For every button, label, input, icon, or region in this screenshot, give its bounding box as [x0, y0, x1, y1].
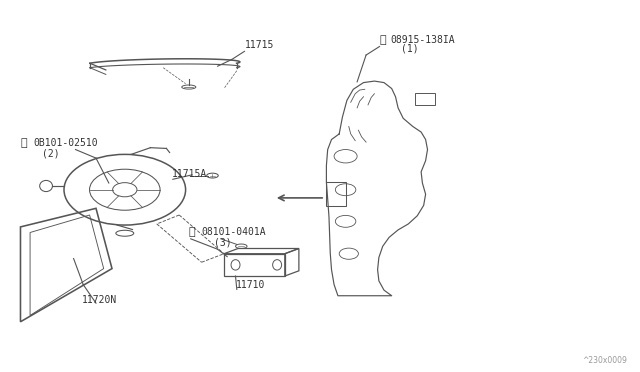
Text: 11715: 11715	[245, 40, 275, 50]
Text: Ⓑ: Ⓑ	[189, 227, 195, 237]
Text: (3): (3)	[214, 237, 232, 247]
Text: (2): (2)	[42, 148, 60, 158]
Text: (1): (1)	[401, 44, 419, 54]
Text: 08915-138IA: 08915-138IA	[390, 35, 455, 45]
Text: 11710: 11710	[236, 280, 265, 290]
Text: 11715A: 11715A	[172, 169, 207, 179]
Text: 08101-0401A: 08101-0401A	[202, 227, 266, 237]
Text: Ⓑ: Ⓑ	[20, 138, 27, 148]
Text: ^230x0009: ^230x0009	[582, 356, 627, 365]
Text: Ⓜ: Ⓜ	[380, 35, 386, 45]
Text: 0B101-02510: 0B101-02510	[33, 138, 98, 148]
Text: 11720N: 11720N	[82, 295, 117, 305]
